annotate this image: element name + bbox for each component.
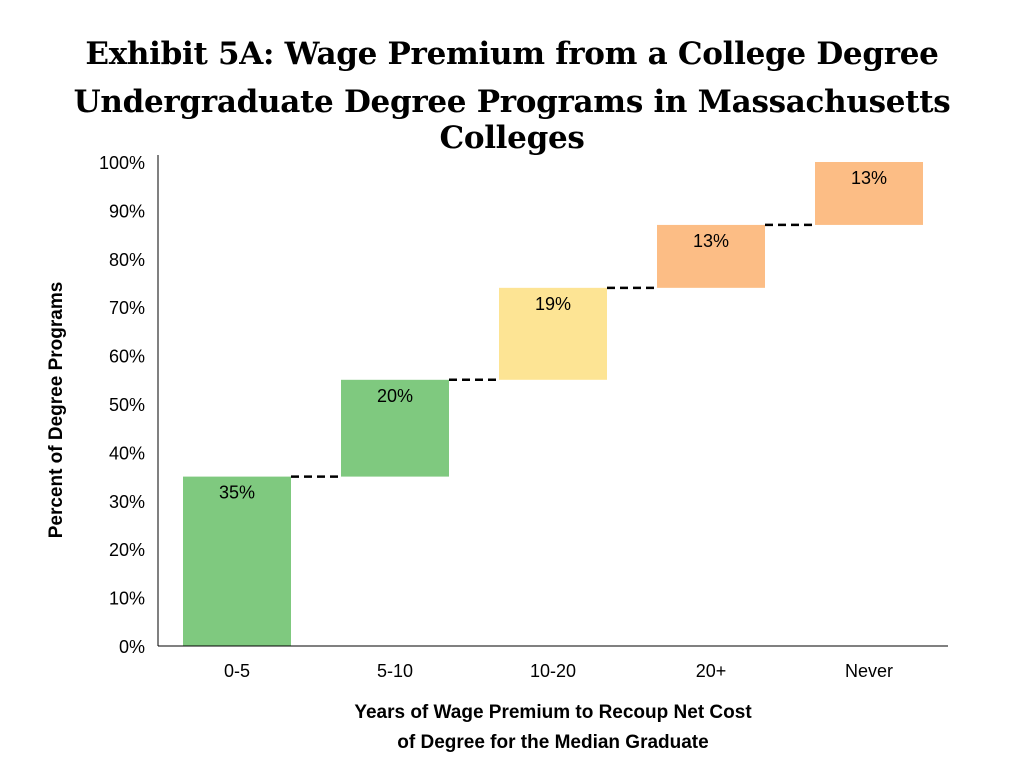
bar [499, 287, 607, 380]
x-tick-label: 20+ [696, 661, 727, 681]
x-axis-label-line1: Years of Wage Premium to Recoup Net Cost [354, 702, 752, 723]
chart-title: Exhibit 5A: Wage Premium from a College … [85, 36, 939, 72]
data-labels: 35% 20% 19% 13% 13% [219, 168, 887, 503]
x-axis-label-line2: of Degree for the Median Graduate [397, 732, 708, 753]
x-tick-label: 10-20 [530, 661, 576, 681]
bar-data-label: 13% [693, 231, 729, 251]
y-tick-label: 70% [109, 298, 145, 318]
bar-data-label: 19% [535, 294, 571, 314]
y-tick-label: 80% [109, 250, 145, 270]
x-axis-ticks: 0-5 5-10 10-20 20+ Never [224, 661, 893, 681]
y-tick-label: 20% [109, 540, 145, 560]
y-tick-label: 40% [109, 443, 145, 463]
x-tick-label: 5-10 [377, 661, 413, 681]
bar-data-label: 13% [851, 168, 887, 188]
y-tick-label: 0% [119, 637, 145, 657]
y-tick-label: 50% [109, 395, 145, 415]
y-axis-label: Percent of Degree Programs [46, 282, 67, 539]
x-tick-label: 0-5 [224, 661, 250, 681]
connectors [291, 223, 815, 478]
bar-data-label: 20% [377, 386, 413, 406]
bar [183, 476, 291, 646]
x-tick-label: Never [845, 661, 893, 681]
y-tick-label: 30% [109, 492, 145, 512]
bar [341, 379, 449, 477]
y-axis-ticks: 0% 10% 20% 30% 40% 50% 60% 70% 80% 90% 100% [99, 153, 145, 657]
bars [183, 162, 923, 646]
y-tick-label: 100% [99, 153, 145, 173]
bar-data-label: 35% [219, 483, 255, 503]
bar [815, 162, 923, 225]
y-tick-label: 90% [109, 201, 145, 221]
y-tick-label: 60% [109, 347, 145, 367]
y-tick-label: 10% [109, 589, 145, 609]
chart-subtitle: Undergraduate Degree Programs in Massach… [73, 84, 951, 156]
bar [657, 224, 765, 288]
